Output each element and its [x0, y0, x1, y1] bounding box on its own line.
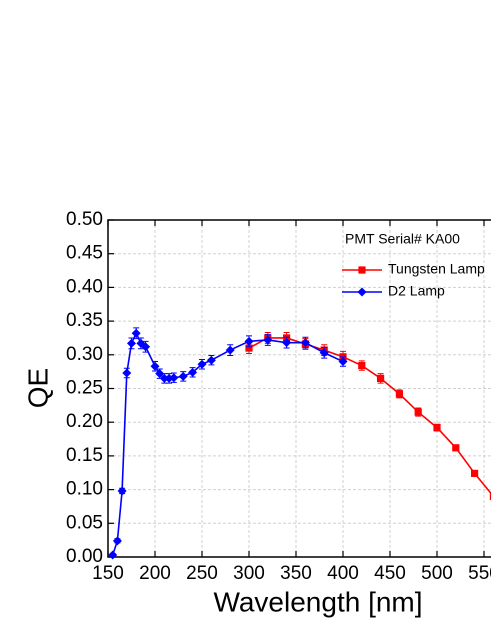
y-tick-label: 0.30: [66, 344, 103, 365]
data-point: [395, 390, 403, 398]
y-tick-label: 0.15: [66, 445, 103, 466]
data-point: [108, 550, 118, 560]
series-line: [111, 331, 344, 556]
y-tick-label: 0.45: [66, 243, 103, 264]
y-tick-label: 0.40: [66, 276, 103, 297]
data-point: [159, 373, 169, 383]
y-tick-label: 0.50: [66, 209, 103, 230]
x-tick-label: 550: [468, 563, 491, 584]
y-tick-label: 0.20: [66, 411, 103, 432]
data-point: [452, 444, 460, 452]
data-point: [338, 357, 348, 367]
series-line: [248, 337, 491, 495]
series: [245, 332, 491, 500]
data-point: [188, 367, 198, 377]
data-point: [141, 342, 151, 352]
data-point: [206, 355, 216, 365]
data-point: [489, 492, 491, 500]
y-tick-label: 0.05: [66, 512, 103, 533]
x-axis-label: Wavelength [nm]: [213, 586, 422, 617]
data-point: [197, 359, 207, 369]
legend-label: Tungsten Lamp: [388, 261, 485, 277]
data-point: [131, 328, 141, 338]
data-point: [225, 345, 235, 355]
data-point: [263, 335, 273, 345]
data-point: [117, 486, 127, 496]
data-point: [433, 423, 441, 432]
data-point: [319, 348, 329, 358]
data-point: [245, 344, 253, 352]
x-tick-label: 150: [92, 563, 124, 584]
annotation: PMT Serial# KA00: [345, 231, 460, 247]
data-point: [122, 368, 132, 378]
x-tick-label: 200: [139, 563, 171, 584]
x-tick-label: 350: [280, 563, 312, 584]
data-point: [244, 336, 254, 346]
y-tick-label: 0.35: [66, 310, 103, 331]
series: [108, 327, 348, 560]
y-tick-label: 0.25: [66, 378, 103, 399]
data-point: [169, 373, 179, 383]
data-point: [127, 338, 136, 348]
x-tick-label: 500: [421, 563, 453, 584]
y-tick-label: 0.00: [66, 546, 103, 567]
data-point: [112, 536, 122, 546]
y-axis-label: QE: [22, 368, 53, 408]
data-point: [471, 469, 479, 478]
x-tick-label: 250: [186, 563, 218, 584]
data-point: [178, 371, 188, 381]
data-point: [358, 361, 366, 370]
data-point: [377, 374, 385, 382]
data-point: [155, 369, 165, 379]
legend-label: D2 Lamp: [388, 283, 445, 299]
x-tick-label: 400: [327, 563, 359, 584]
x-tick-label: 450: [374, 563, 406, 584]
y-tick-label: 0.10: [66, 479, 103, 500]
x-tick-label: 300: [233, 563, 265, 584]
data-point: [300, 338, 310, 348]
data-point: [414, 408, 422, 416]
data-point: [357, 287, 367, 297]
data-point: [282, 338, 292, 348]
data-point: [358, 266, 366, 274]
